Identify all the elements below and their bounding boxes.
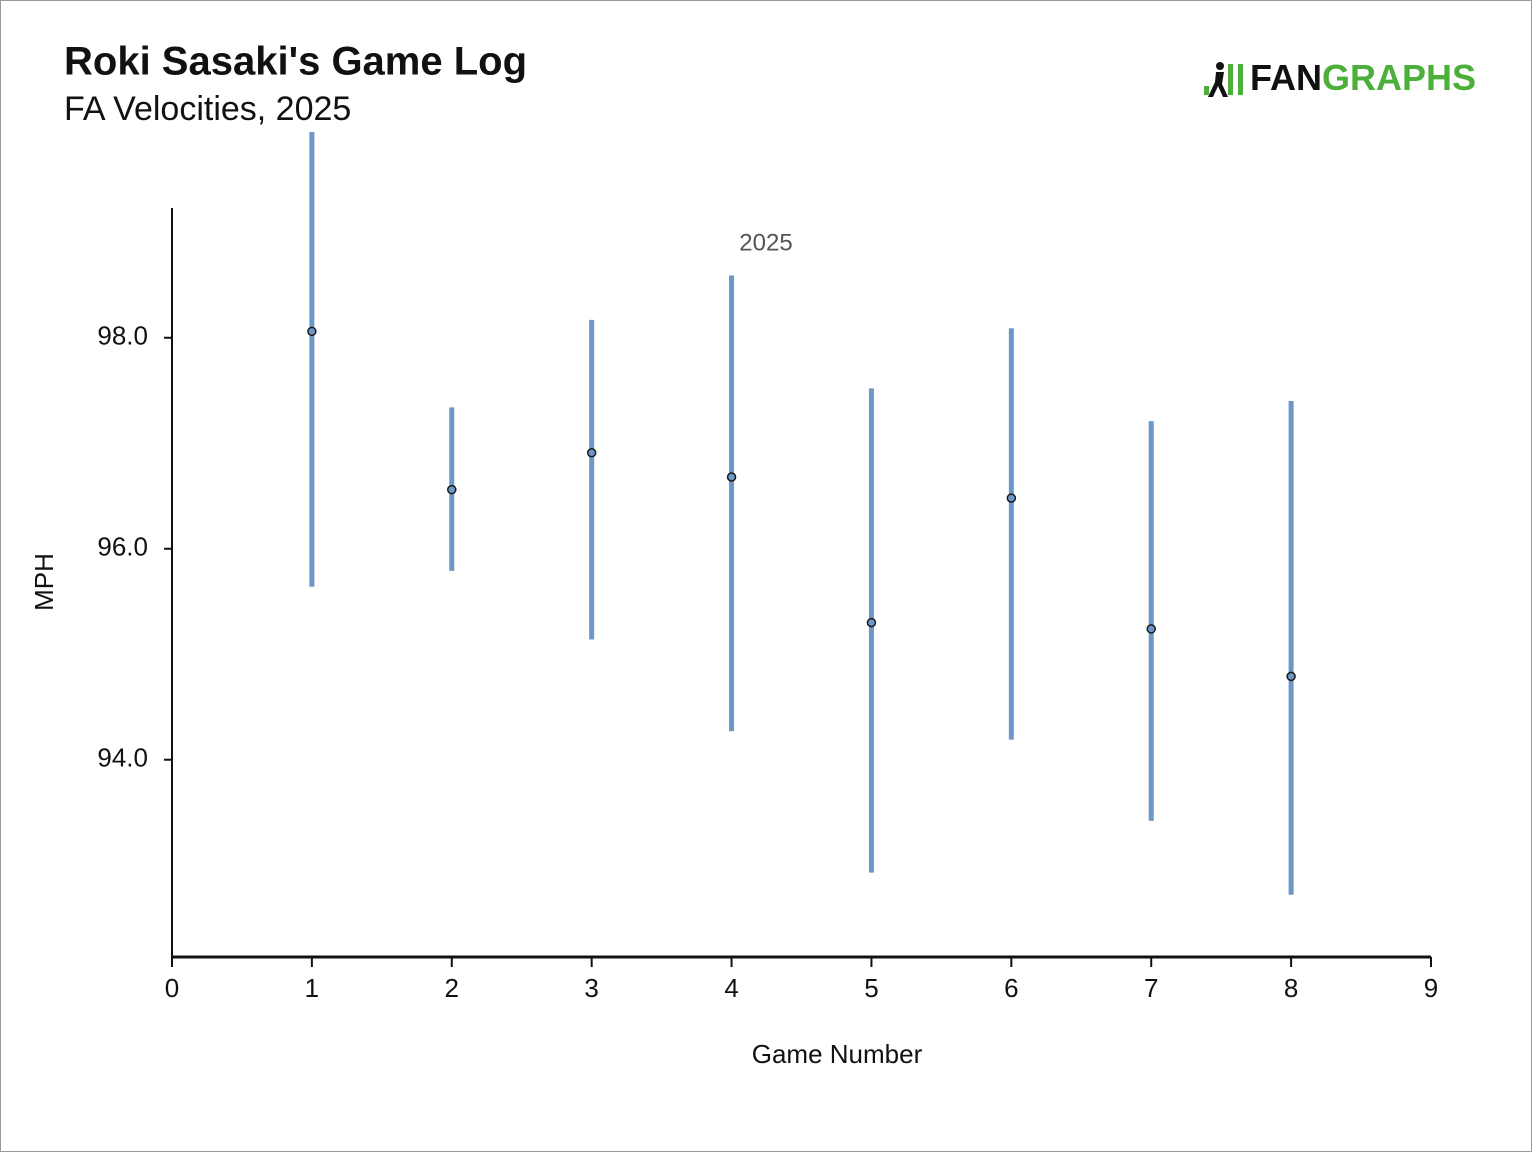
x-tick-label: 3 xyxy=(584,973,598,1003)
annotation: 2025 xyxy=(739,229,792,256)
logo-text: FAN xyxy=(1250,57,1322,98)
x-tick-label: 9 xyxy=(1424,973,1438,1003)
logo: FANGRAPHS xyxy=(1204,57,1476,98)
point xyxy=(307,326,317,337)
point xyxy=(1006,493,1017,503)
logo-icon xyxy=(1216,62,1224,70)
x-axis-label: Game Number xyxy=(752,1039,923,1069)
x-tick-label: 6 xyxy=(1004,973,1018,1003)
y-tick-label: 98.0 xyxy=(97,321,148,351)
x-tick-label: 2 xyxy=(445,973,459,1003)
point xyxy=(726,472,737,482)
x-tick-label: 5 xyxy=(864,973,878,1003)
point xyxy=(586,447,597,458)
point xyxy=(447,484,457,495)
point xyxy=(1286,671,1296,682)
y-tick-label: 94.0 xyxy=(97,743,148,773)
x-tick-label: 8 xyxy=(1284,973,1298,1003)
y-axis-label: MPH xyxy=(29,553,59,611)
point xyxy=(866,617,877,628)
logo-text: FANGRAPHS xyxy=(1250,57,1476,98)
logo-icon xyxy=(1204,86,1209,95)
x-tick-label: 7 xyxy=(1144,973,1158,1003)
x-tick-label: 4 xyxy=(724,973,738,1003)
x-tick-label: 0 xyxy=(165,973,179,1003)
logo-icon xyxy=(1228,64,1233,95)
y-tick-label: 96.0 xyxy=(97,532,148,562)
logo-icon xyxy=(1208,72,1228,97)
x-tick-label: 1 xyxy=(305,973,319,1003)
chart-title: Roki Sasaki's Game Log xyxy=(64,40,527,84)
point xyxy=(1146,624,1156,634)
logo-icon xyxy=(1238,64,1243,95)
logo-text: GRAPHS xyxy=(1322,57,1476,98)
chart-subtitle: FA Velocities, 2025 xyxy=(64,90,351,128)
